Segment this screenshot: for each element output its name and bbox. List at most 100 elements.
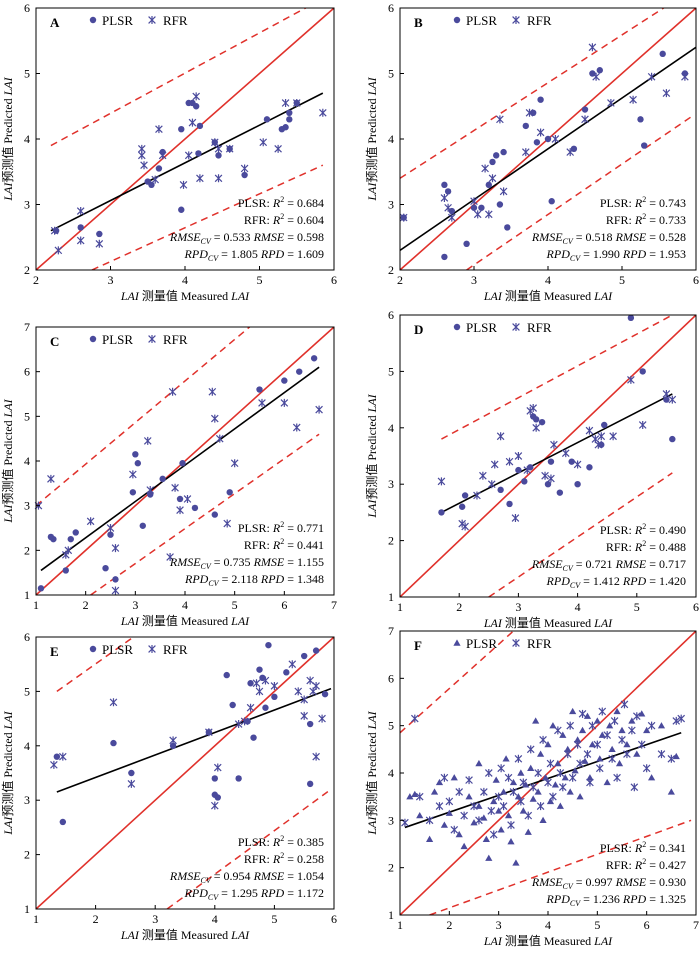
y-axis-label-var: LAI bbox=[365, 393, 379, 413]
rfr-point bbox=[595, 764, 604, 773]
rfr-point bbox=[509, 787, 518, 796]
rpd-line: RPDCV = 1.990 RPD = 1.953 bbox=[546, 247, 686, 263]
stat-subscript: CV bbox=[570, 254, 581, 263]
rfr-point bbox=[151, 175, 160, 184]
rfr-point bbox=[481, 164, 489, 173]
rfr-r2: RFR: R2 = 0.604 bbox=[244, 212, 324, 227]
stat-symbol: RMSE bbox=[531, 230, 563, 244]
legend-label: PLSR bbox=[102, 642, 133, 657]
y-tick-label: 5 bbox=[388, 719, 394, 733]
rfr-point bbox=[109, 698, 118, 707]
plsr-point bbox=[618, 726, 626, 734]
rfr-point bbox=[261, 676, 270, 685]
upper-bound-line bbox=[36, 327, 251, 507]
rfr-r2: RFR: R2 = 0.258 bbox=[244, 851, 324, 866]
plsr-point bbox=[134, 460, 142, 467]
rfr-point bbox=[155, 125, 163, 134]
rfr-r2: RFR: R2 = 0.441 bbox=[244, 537, 324, 552]
x-tick-label: 5 bbox=[619, 273, 625, 287]
rfr-point bbox=[240, 164, 249, 173]
legend-label: RFR bbox=[527, 636, 552, 651]
plsr-point bbox=[648, 774, 656, 781]
x-tick-label: 6 bbox=[331, 912, 337, 926]
y-tick-label: 1 bbox=[388, 908, 394, 922]
legend-marker-plsr bbox=[453, 323, 461, 331]
stat-value: = 0.258 bbox=[284, 852, 324, 866]
plot-frame bbox=[399, 314, 697, 598]
panel-letter: A bbox=[50, 15, 60, 30]
rfr-point bbox=[561, 449, 570, 458]
rfr-point bbox=[470, 197, 478, 206]
plsr-point bbox=[596, 755, 604, 762]
stat-value: = 1.609 bbox=[284, 247, 324, 261]
rfr-point bbox=[166, 553, 174, 562]
x-axis-label-var: LAI bbox=[120, 289, 140, 303]
stat-symbol: R bbox=[272, 538, 281, 552]
stat-label: RFR: bbox=[606, 540, 635, 554]
rfr-point bbox=[76, 207, 85, 216]
stat-label: RFR: bbox=[244, 213, 273, 227]
y-axis-label-text: 预测值 Predicted bbox=[0, 729, 15, 816]
rfr-point bbox=[525, 108, 534, 117]
plsr-point bbox=[195, 150, 202, 157]
plsr-r2: PLSR: R2 = 0.684 bbox=[238, 195, 324, 210]
rpd-line: RPDCV = 2.118 RPD = 1.348 bbox=[184, 572, 324, 588]
legend-label: RFR bbox=[163, 13, 188, 28]
rfr-point bbox=[657, 750, 666, 759]
rfr-point bbox=[558, 783, 567, 792]
plsr-point bbox=[416, 812, 424, 819]
y-tick-label: 5 bbox=[24, 67, 30, 81]
legend-marker-rfr bbox=[512, 16, 520, 24]
stat-superscript: 2 bbox=[642, 840, 646, 849]
plsr-point bbox=[306, 720, 314, 728]
x-tick-label: 6 bbox=[281, 598, 287, 612]
rfr-point bbox=[158, 151, 167, 160]
rfr-point bbox=[523, 466, 532, 475]
rfr-point bbox=[628, 726, 636, 735]
y-tick-label: 6 bbox=[388, 671, 394, 685]
rfr-point bbox=[425, 816, 434, 825]
rfr-point bbox=[210, 414, 219, 423]
stat-symbol: R bbox=[634, 841, 643, 855]
rfr-point bbox=[240, 717, 249, 726]
x-tick-label: 1 bbox=[397, 918, 403, 932]
rfr-point bbox=[205, 728, 213, 737]
rfr-point bbox=[496, 432, 505, 441]
data-points bbox=[34, 355, 323, 595]
plsr-point bbox=[608, 745, 616, 753]
y-tick-label: 6 bbox=[388, 1, 394, 15]
plsr-point bbox=[588, 741, 596, 748]
plsr-point bbox=[571, 767, 579, 774]
x-tick-label: 3 bbox=[108, 273, 114, 287]
stat-symbol: RPD bbox=[546, 892, 571, 906]
rfr-point bbox=[642, 764, 651, 773]
rfr-point bbox=[487, 480, 496, 489]
rfr-point bbox=[447, 213, 456, 222]
stat-subscript: CV bbox=[570, 899, 581, 908]
rfr-point bbox=[410, 714, 419, 723]
plsr-point bbox=[546, 797, 555, 805]
plsr-point bbox=[556, 802, 564, 809]
x-tick-label: 3 bbox=[152, 912, 158, 926]
rpd-line: RPDCV = 1.805 RPD = 1.609 bbox=[184, 247, 324, 263]
x-tick-label: 6 bbox=[693, 273, 699, 287]
rfr-point bbox=[479, 471, 487, 480]
rmse-line: RMSECV = 0.997 RMSE = 0.930 bbox=[531, 875, 686, 891]
rfr-point bbox=[511, 514, 520, 523]
rfr-point bbox=[137, 151, 146, 160]
plsr-point bbox=[532, 416, 540, 423]
rfr-point bbox=[504, 773, 513, 782]
stat-value: = 1.953 bbox=[646, 247, 686, 261]
y-tick-label: 7 bbox=[24, 320, 30, 334]
x-axis-label: LAI 测量值 Measured LAI bbox=[483, 615, 613, 630]
stat-value: = 0.721 bbox=[573, 557, 616, 571]
rfr-point bbox=[647, 721, 656, 730]
rfr-point bbox=[490, 460, 499, 469]
legend-marker-rfr bbox=[148, 16, 156, 24]
legend-label: PLSR bbox=[466, 320, 497, 335]
plsr-point bbox=[502, 755, 510, 762]
stat-superscript: 2 bbox=[280, 520, 284, 529]
plsr-point bbox=[495, 807, 503, 814]
rfr-point bbox=[588, 721, 597, 730]
